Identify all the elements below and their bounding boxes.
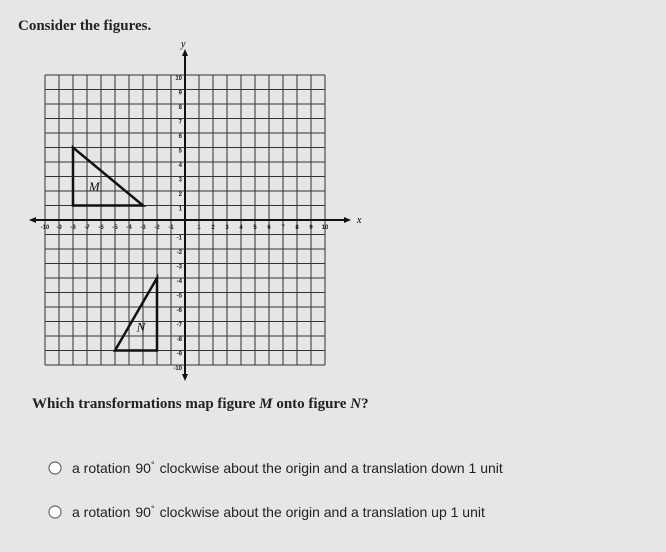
y-arrow — [182, 374, 188, 381]
y-tick-label: 9 — [179, 91, 183, 97]
figure — [71, 144, 147, 207]
y-tick-label: -6 — [177, 308, 183, 314]
y-tick-label: -8 — [177, 337, 183, 343]
x-tick-label: 9 — [309, 225, 313, 231]
option-text[interactable]: a rotation 90° clockwise about the origin … — [72, 460, 503, 476]
option-angle: 90 — [135, 460, 151, 476]
y-tick-label: -1 — [177, 236, 183, 242]
coordinate-grid: -10 -9 -8 -7 -6 -5 -4 -3 -2 -1 1 2 3 4 5 6 7 8 9 10 -10 -9 -8 -… — [29, 39, 362, 381]
x-tick-label: -5 — [112, 225, 118, 231]
question-text: Which transformations map figure — [32, 396, 256, 412]
question-text: onto figure — [276, 396, 346, 412]
x-tick-label: 6 — [267, 225, 271, 231]
y-tick-label: 3 — [179, 178, 183, 184]
option-suffix: clockwise about the origin and a transla… — [160, 504, 485, 520]
option-degree: ° — [151, 504, 155, 514]
figure — [112, 273, 159, 352]
y-tick-label: -2 — [177, 250, 183, 256]
option-prefix: a rotation — [72, 460, 130, 476]
y-tick-label: 4 — [179, 163, 183, 169]
x-axis-label: x — [356, 215, 362, 226]
y-tick-label: -7 — [177, 323, 183, 329]
option-angle: 90 — [135, 504, 151, 520]
x-tick-label: 4 — [239, 225, 243, 231]
x-tick-label: -9 — [56, 225, 62, 231]
title: Consider the figures. — [18, 18, 151, 34]
x-tick-label: 7 — [281, 225, 285, 231]
x-tick-label: -4 — [126, 225, 132, 231]
question-mark: ? — [361, 396, 369, 412]
option-prefix: a rotation — [72, 504, 130, 520]
x-arrow — [29, 217, 36, 223]
x-tick-label: 5 — [253, 225, 257, 231]
y-tick-label: 10 — [175, 76, 182, 82]
x-arrow — [344, 217, 351, 223]
y-tick-label: -10 — [173, 366, 182, 372]
y-tick-label: 2 — [179, 192, 183, 198]
x-tick-label: -1 — [168, 225, 174, 231]
y-tick-label: 5 — [179, 149, 183, 155]
radio-button[interactable] — [48, 505, 62, 519]
options: a rotation 90° clockwise about the origin … — [48, 460, 503, 520]
x-tick-label: -2 — [154, 225, 160, 231]
figure-label: N — [136, 319, 147, 334]
option-degree: ° — [151, 460, 155, 470]
option-suffix: clockwise about the origin and a transla… — [160, 460, 503, 476]
x-tick-label: -8 — [70, 225, 76, 231]
radio-button[interactable] — [48, 461, 62, 475]
y-tick-label: -5 — [177, 294, 183, 300]
question-figure: M — [258, 396, 273, 412]
y-tick-label: 1 — [179, 207, 183, 213]
y-tick-label: -9 — [177, 352, 183, 358]
x-tick-label: -6 — [98, 225, 104, 231]
figure-label: M — [88, 179, 101, 194]
question: Which transformations map figure M onto … — [32, 396, 369, 412]
x-tick-label: 8 — [295, 225, 299, 231]
x-tick-label: -10 — [41, 225, 50, 231]
x-tick-label: 10 — [322, 225, 329, 231]
y-axis-label: y — [180, 39, 186, 50]
y-tick-label: 7 — [179, 120, 183, 126]
y-tick-label: 8 — [179, 105, 183, 111]
question-figure: N — [349, 396, 362, 412]
x-tick-label: -3 — [140, 225, 146, 231]
y-arrow — [182, 49, 188, 56]
option-text[interactable]: a rotation 90° clockwise about the origin … — [72, 504, 485, 520]
x-tick-label: 3 — [225, 225, 229, 231]
y-tick-label: -3 — [177, 265, 183, 271]
y-tick-label: 6 — [179, 134, 183, 140]
y-tick-label: -4 — [177, 279, 183, 285]
x-tick-label: -7 — [84, 225, 90, 231]
x-tick-label: 2 — [211, 225, 215, 231]
x-tick-label: 1 — [197, 225, 201, 231]
